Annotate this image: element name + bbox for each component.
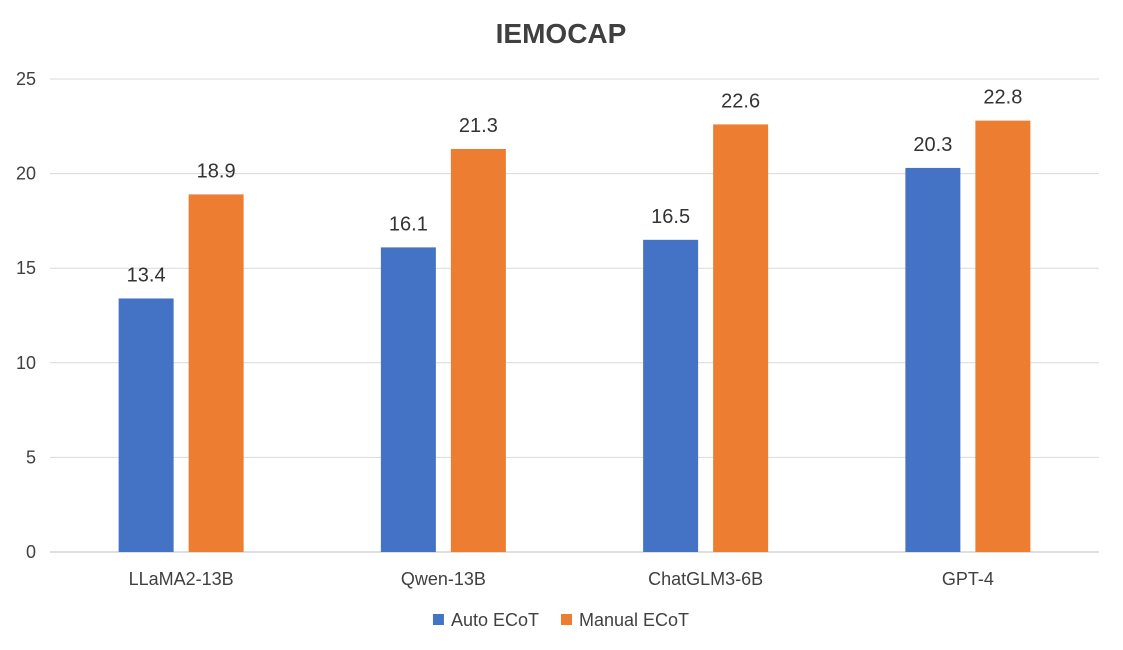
data-label: 20.3 [913, 134, 952, 156]
bar-manual-ecot [188, 194, 244, 553]
y-tick-label: 15 [16, 258, 36, 278]
y-tick-label: 20 [16, 164, 36, 184]
bar-auto-ecot [905, 167, 961, 552]
y-tick-label: 25 [16, 69, 36, 89]
data-label: 16.1 [389, 213, 428, 235]
y-tick-label: 0 [26, 542, 36, 562]
legend-item: Auto ECoT [432, 610, 539, 630]
y-axis-ticks: 0 5 10 15 20 25 [16, 69, 36, 562]
bar-manual-ecot [975, 120, 1031, 553]
data-label: 22.8 [983, 87, 1022, 109]
legend-swatch [432, 614, 444, 625]
bars [118, 120, 1031, 553]
bar-auto-ecot [118, 298, 174, 552]
y-tick-label: 5 [26, 447, 36, 467]
x-category-label: ChatGLM3-6B [648, 569, 763, 589]
x-category-label: GPT-4 [942, 569, 994, 589]
bar-manual-ecot [450, 149, 506, 552]
data-label: 21.3 [459, 115, 498, 137]
legend-swatch [560, 614, 572, 625]
legend-item: Manual ECoT [560, 610, 689, 630]
data-labels: 13.4 18.9 16.1 21.3 16.5 22.6 20.3 22.8 [127, 87, 1023, 287]
data-label: 13.4 [127, 264, 166, 286]
y-tick-label: 10 [16, 353, 36, 373]
data-label: 22.6 [721, 90, 760, 112]
bar-auto-ecot [380, 247, 436, 552]
data-label: 16.5 [651, 206, 690, 228]
x-axis-categories: LLaMA2-13B Qwen-13B ChatGLM3-6B GPT-4 [129, 569, 994, 589]
data-label: 18.9 [197, 160, 236, 182]
bar-manual-ecot [713, 124, 769, 553]
legend-label: Auto ECoT [451, 610, 539, 630]
legend: Auto ECoT Manual ECoT [432, 610, 689, 630]
chart-title: IEMOCAP [496, 18, 627, 49]
x-category-label: LLaMA2-13B [129, 569, 234, 589]
bar-auto-ecot [643, 239, 699, 552]
legend-label: Manual ECoT [579, 610, 689, 630]
x-category-label: Qwen-13B [401, 569, 486, 589]
